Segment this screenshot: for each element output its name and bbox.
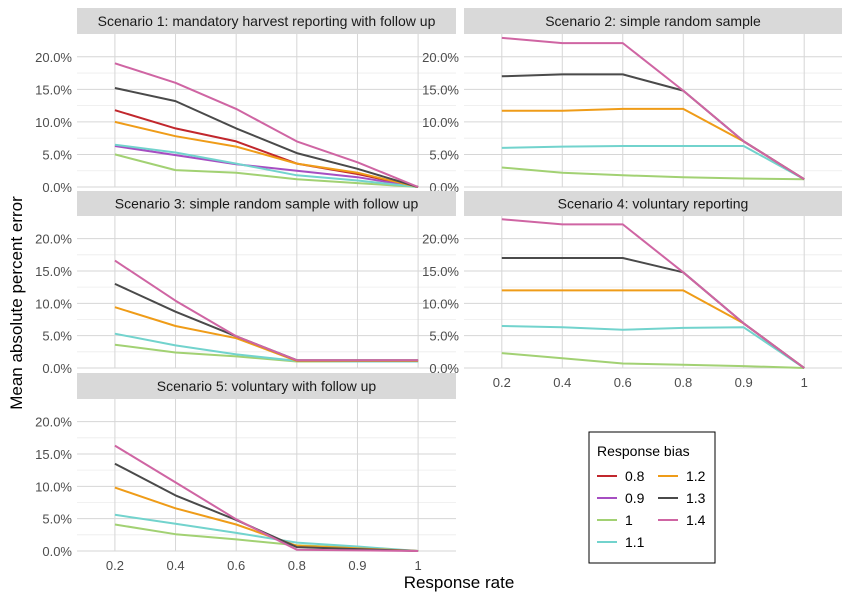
- panel-strip: [464, 191, 842, 216]
- panel-title: Scenario 2: simple random sample: [545, 13, 761, 29]
- x-axis-label: Response rate: [404, 573, 515, 592]
- panel-4: Scenario 4: voluntary reporting 0.0% 5.0% 1…: [422, 191, 842, 390]
- x-tick-label: 0.9: [348, 558, 366, 573]
- series-line-1-3: [501, 73, 805, 181]
- y-tick-label: 0.0%: [42, 361, 72, 376]
- y-tick-label: 15.0%: [35, 447, 72, 462]
- x-tick-label: 0.4: [167, 558, 185, 573]
- legend-label: 1.2: [686, 468, 706, 484]
- panel-1: Scenario 1: mandatory harvest reporting …: [35, 8, 456, 195]
- y-tick-label: 0.0%: [42, 180, 72, 195]
- series-line-1-4: [114, 259, 419, 362]
- y-tick-label: 10.0%: [35, 115, 72, 130]
- panel-strip: [77, 8, 456, 34]
- series-line-1: [114, 153, 419, 188]
- panel-3: Scenario 3: simple random sample with fo…: [35, 191, 456, 376]
- legend-label: 1.1: [625, 534, 645, 550]
- y-tick-label: 20.0%: [422, 50, 459, 65]
- series-line-1-4: [114, 444, 419, 552]
- y-tick-label: 20.0%: [35, 415, 72, 430]
- x-tick-label: 0.6: [614, 375, 632, 390]
- series-line-1-2: [501, 107, 805, 181]
- panel-strip: [77, 191, 456, 216]
- y-tick-label: 10.0%: [422, 115, 459, 130]
- series-line-1-1: [501, 145, 805, 181]
- series-line-1-1: [114, 513, 419, 552]
- series-line-1-4: [501, 218, 805, 369]
- y-tick-label: 20.0%: [35, 232, 72, 247]
- panel-2: Scenario 2: simple random sample0.0%5.0%…: [422, 8, 842, 195]
- panel-title: Scenario 4: voluntary reporting: [558, 196, 749, 212]
- legend-label: 1.3: [686, 490, 706, 506]
- y-axis-label: Mean absolute percent error: [7, 196, 26, 410]
- x-tick-label: 0.8: [288, 558, 306, 573]
- series-line-1-2: [114, 306, 419, 362]
- series-line-1: [501, 166, 805, 181]
- y-tick-label: 5.0%: [42, 329, 72, 344]
- y-tick-label: 10.0%: [35, 479, 72, 494]
- y-tick-label: 10.0%: [422, 296, 459, 311]
- y-tick-label: 15.0%: [35, 82, 72, 97]
- panel-title: Scenario 3: simple random sample with fo…: [115, 196, 419, 212]
- panel-strip: [77, 373, 456, 399]
- series-line-0-8: [114, 109, 419, 188]
- y-tick-label: 0.0%: [42, 544, 72, 559]
- series-line-1-4: [114, 62, 419, 188]
- y-tick-label: 15.0%: [422, 264, 459, 279]
- series-line-1-1: [501, 325, 805, 369]
- x-tick-label: 1: [801, 375, 808, 390]
- legend-label: 1.4: [686, 512, 706, 528]
- y-tick-label: 15.0%: [35, 264, 72, 279]
- y-tick-label: 5.0%: [429, 329, 459, 344]
- panel-title: Scenario 1: mandatory harvest reporting …: [98, 13, 436, 29]
- x-tick-label: 0.2: [106, 558, 124, 573]
- panel-title: Scenario 5: voluntary with follow up: [157, 378, 377, 394]
- series-line-1-3: [114, 87, 419, 188]
- y-tick-label: 5.0%: [42, 147, 72, 162]
- y-tick-label: 0.0%: [429, 361, 459, 376]
- x-tick-label: 0.8: [674, 375, 692, 390]
- panel-strip: [464, 8, 842, 34]
- x-tick-label: 0.6: [227, 558, 245, 573]
- panels: Scenario 1: mandatory harvest reporting …: [35, 8, 842, 573]
- y-tick-label: 10.0%: [35, 296, 72, 311]
- y-tick-label: 5.0%: [429, 147, 459, 162]
- series-line-1: [501, 352, 805, 369]
- y-tick-label: 20.0%: [422, 232, 459, 247]
- x-tick-label: 0.2: [493, 375, 511, 390]
- panel-5: Scenario 5: voluntary with follow up 0.0%…: [35, 373, 456, 573]
- y-tick-label: 20.0%: [35, 50, 72, 65]
- series-line-1-2: [114, 120, 419, 188]
- x-tick-label: 1: [414, 558, 421, 573]
- series-line-1-4: [501, 36, 805, 181]
- series-line-1-1: [114, 143, 419, 188]
- legend-label: 0.8: [625, 468, 645, 484]
- legend: Response bias 0.8 0.9 1 1.1 1.2 1.3 1.4: [588, 431, 716, 564]
- legend-label: 0.9: [625, 490, 645, 506]
- y-tick-label: 5.0%: [42, 512, 72, 527]
- legend-title: Response bias: [597, 443, 690, 459]
- series-line-0-9: [114, 145, 419, 188]
- x-tick-label: 0.4: [553, 375, 571, 390]
- x-tick-label: 0.9: [735, 375, 753, 390]
- y-tick-label: 15.0%: [422, 82, 459, 97]
- legend-label: 1: [625, 512, 633, 528]
